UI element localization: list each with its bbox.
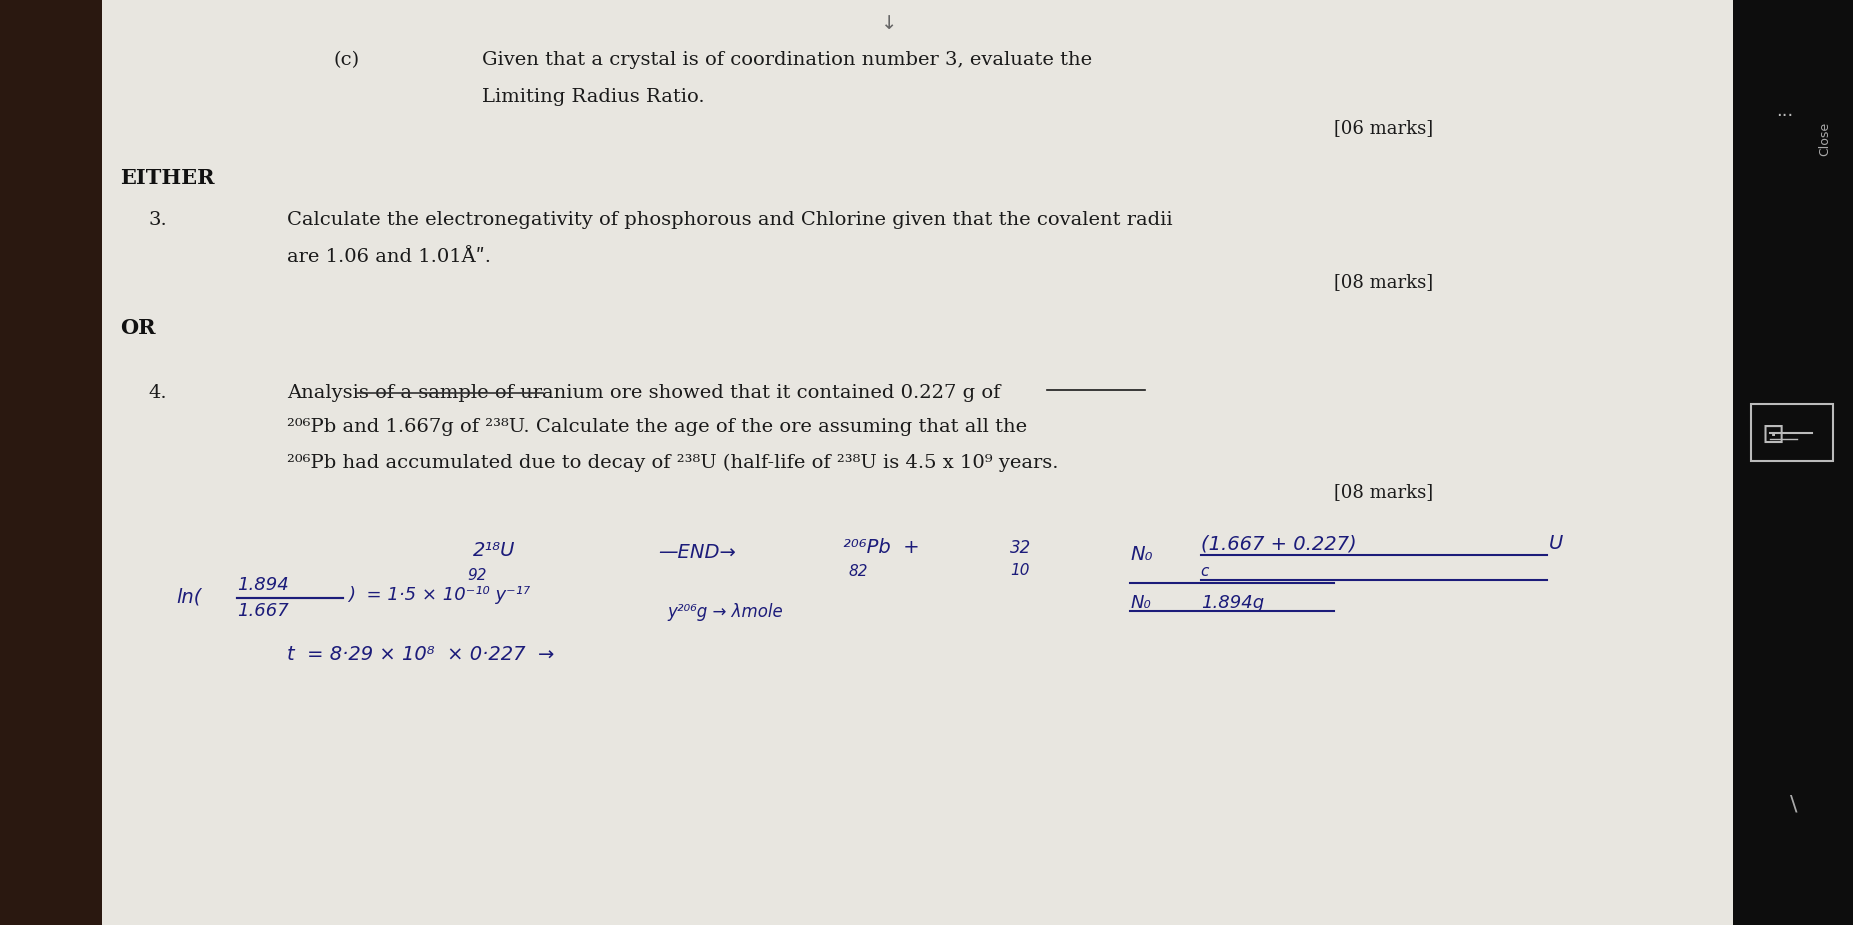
Text: 32: 32 [1010, 538, 1030, 557]
Text: ²⁰⁶Pb  +: ²⁰⁶Pb + [843, 538, 919, 557]
Text: (1.667 + 0.227): (1.667 + 0.227) [1201, 535, 1356, 553]
Text: t  = 8·29 × 10⁸  × 0·227  →: t = 8·29 × 10⁸ × 0·227 → [287, 646, 554, 664]
Text: are 1.06 and 1.01Åʺ.: are 1.06 and 1.01Åʺ. [287, 248, 491, 266]
Text: —END→: —END→ [658, 543, 736, 561]
Text: [08 marks]: [08 marks] [1334, 273, 1432, 291]
Text: Calculate the electronegativity of phosphorous and Chlorine given that the coval: Calculate the electronegativity of phosp… [287, 211, 1173, 229]
Text: 1.667: 1.667 [237, 601, 289, 620]
Text: ²⁰⁶Pb and 1.667g of ²³⁸U. Calculate the age of the ore assuming that all the: ²⁰⁶Pb and 1.667g of ²³⁸U. Calculate the … [287, 418, 1027, 437]
Bar [0, 0, 111, 925]
Text: 1.894g: 1.894g [1201, 594, 1264, 612]
Text: 3.: 3. [148, 211, 167, 229]
Text: ⊡: ⊡ [1762, 421, 1784, 449]
Text: U: U [1549, 535, 1564, 553]
Text: y²⁰⁶g → λmole: y²⁰⁶g → λmole [667, 603, 782, 622]
Text: Limiting Radius Ratio.: Limiting Radius Ratio. [482, 88, 704, 106]
Text: EITHER: EITHER [120, 167, 215, 188]
Text: 82: 82 [849, 564, 869, 579]
Text: 4.: 4. [148, 384, 167, 402]
Text: )  = 1·5 × 10⁻¹⁰ y⁻¹⁷: ) = 1·5 × 10⁻¹⁰ y⁻¹⁷ [348, 586, 530, 604]
Text: [06 marks]: [06 marks] [1334, 118, 1432, 137]
Bar [102, 0, 1733, 925]
Text: c: c [1201, 564, 1210, 579]
Text: [08 marks]: [08 marks] [1334, 483, 1432, 501]
Text: N₀: N₀ [1130, 594, 1151, 612]
Text: 10: 10 [1010, 563, 1030, 578]
Text: 2¹⁸U: 2¹⁸U [473, 541, 515, 560]
Text: N₀: N₀ [1130, 546, 1153, 564]
Text: \: \ [1790, 795, 1797, 815]
Text: ²⁰⁶Pb had accumulated due to decay of ²³⁸U (half-life of ²³⁸U is 4.5 x 10⁹ years: ²⁰⁶Pb had accumulated due to decay of ²³… [287, 453, 1058, 472]
Text: ...: ... [1775, 102, 1794, 120]
Text: OR: OR [120, 318, 156, 339]
Text: Given that a crystal is of coordination number 3, evaluate the: Given that a crystal is of coordination … [482, 51, 1091, 69]
Text: (c): (c) [334, 51, 359, 69]
Text: Analysis of a sample of uranium ore showed that it contained 0.227 g of: Analysis of a sample of uranium ore show… [287, 384, 1001, 402]
Text: ln(: ln( [176, 587, 202, 606]
Text: 92: 92 [467, 568, 487, 583]
Text: 1.894: 1.894 [237, 575, 289, 594]
Text: ↓: ↓ [882, 14, 897, 32]
Bar [1733, 0, 1853, 925]
Text: Close: Close [1818, 122, 1833, 155]
